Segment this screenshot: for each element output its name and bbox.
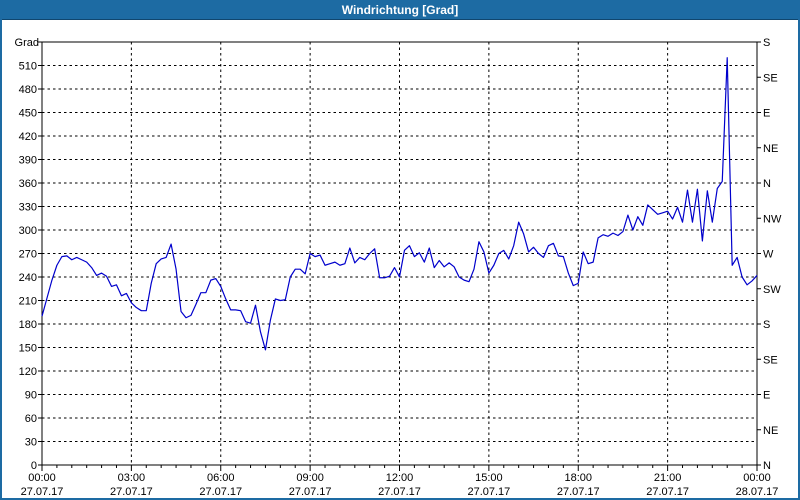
compass-label: W [763, 249, 774, 261]
x-date-label: 27.07.17 [110, 486, 153, 498]
x-time-label: 15:00 [475, 472, 503, 484]
x-time-label: 00:00 [743, 472, 771, 484]
y-tick-label: 360 [19, 178, 37, 190]
y-tick-label: 420 [19, 131, 37, 143]
x-date-label: 27.07.17 [378, 486, 421, 498]
y-tick-label: 150 [19, 343, 37, 355]
x-time-label: 18:00 [564, 472, 592, 484]
y-tick-label: 240 [19, 272, 37, 284]
compass-label: NW [763, 213, 782, 225]
data-line [41, 57, 758, 351]
x-time-label: 12:00 [386, 472, 414, 484]
y-tick-label: 210 [19, 296, 37, 308]
y-tick-label: 390 [19, 155, 37, 167]
compass-label: SE [763, 354, 778, 366]
compass-label: SW [763, 284, 781, 296]
compass-label: NE [763, 425, 778, 437]
y-tick-label: 0 [31, 460, 37, 472]
x-time-label: 06:00 [207, 472, 235, 484]
x-date-label: 27.07.17 [467, 486, 510, 498]
compass-label: N [763, 178, 771, 190]
y-tick-label: 330 [19, 202, 37, 214]
y-axis-unit-label: Grad [15, 37, 39, 49]
compass-label: SE [763, 72, 778, 84]
x-date-label: 28.07.17 [736, 486, 779, 498]
compass-label: E [763, 108, 770, 120]
y-tick-label: 120 [19, 366, 37, 378]
x-time-label: 09:00 [296, 472, 324, 484]
x-date-label: 27.07.17 [646, 486, 689, 498]
x-date-label: 27.07.17 [21, 486, 64, 498]
title-bar: Windrichtung [Grad] [2, 2, 798, 20]
x-axis: 00:00 27.07.17 03:00 27.07.17 06:00 27.07.17 0… [21, 472, 779, 498]
y-tick-label: 480 [19, 84, 37, 96]
x-date-label: 27.07.17 [557, 486, 600, 498]
wind-direction-chart: Grad 0 30 60 90 120 150 180 210 240 270 300 330 360 39… [15, 37, 782, 498]
window-title: Windrichtung [Grad] [341, 3, 459, 17]
y-tick-label: 300 [19, 225, 37, 237]
y-axis-right: N NE E SE S SW W NW N NE E SE S [763, 37, 782, 472]
x-date-label: 27.07.17 [289, 486, 332, 498]
x-time-label: 21:00 [654, 472, 682, 484]
x-date-label: 27.07.17 [199, 486, 242, 498]
y-tick-label: 180 [19, 319, 37, 331]
y-tick-label: 450 [19, 108, 37, 120]
y-tick-label: 510 [19, 61, 37, 73]
x-time-label: 00:00 [28, 472, 56, 484]
compass-label: E [763, 390, 770, 402]
y-tick-label: 30 [25, 437, 37, 449]
y-tick-label: 60 [25, 413, 37, 425]
axis-ticks [38, 41, 761, 471]
chart-area: Grad 0 30 60 90 120 150 180 210 240 270 300 330 360 39… [2, 20, 798, 498]
compass-label: N [763, 460, 771, 472]
compass-label: S [763, 319, 770, 331]
y-tick-label: 270 [19, 249, 37, 261]
gridlines [42, 42, 757, 465]
y-axis-left: Grad 0 30 60 90 120 150 180 210 240 270 300 330 360 39… [15, 37, 39, 472]
x-time-label: 03:00 [118, 472, 146, 484]
y-tick-label: 90 [25, 390, 37, 402]
compass-label: NE [763, 143, 778, 155]
compass-label: S [763, 37, 770, 49]
